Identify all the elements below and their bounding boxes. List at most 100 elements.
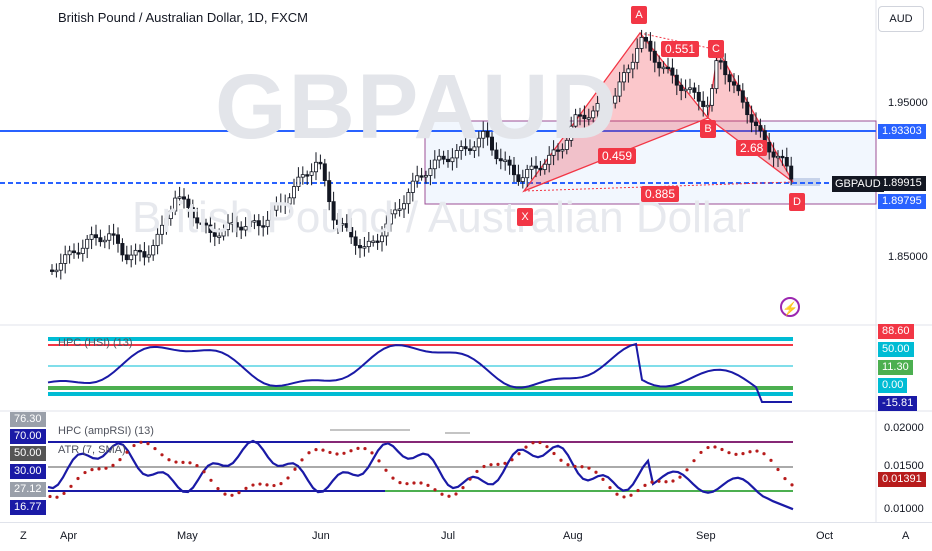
candle-body <box>630 61 635 70</box>
candle-body <box>679 84 684 91</box>
atr-dot <box>636 488 640 493</box>
atr-dot <box>608 485 612 490</box>
candle-body <box>349 227 354 238</box>
candle-body <box>384 223 389 237</box>
time-label: Oct <box>816 530 834 542</box>
candle-body <box>666 66 671 70</box>
atr-dot <box>300 458 304 462</box>
atr-dot <box>713 445 717 449</box>
pattern-point-d[interactable]: D <box>789 193 805 211</box>
hsi-line[interactable] <box>47 342 792 403</box>
candle-body <box>586 117 591 120</box>
atr-dot <box>657 479 661 483</box>
candle-body <box>428 168 433 176</box>
candle-body <box>168 210 173 220</box>
candle-body <box>688 87 693 90</box>
atr-dot <box>419 481 423 485</box>
candle-body <box>54 269 59 273</box>
hsi-tag: -15.81 <box>878 396 918 411</box>
atr-dot <box>510 458 514 462</box>
atr-title[interactable]: ATR (7, SMA) <box>58 444 126 456</box>
atr-dot <box>594 470 598 474</box>
amprsi-left-tag: 16.77 <box>10 500 46 515</box>
candle-body <box>564 139 569 150</box>
candle-body <box>529 165 534 170</box>
last-price-tag[interactable]: 1.89915 <box>878 176 926 191</box>
pattern-point-a[interactable]: A <box>631 6 647 24</box>
atr-dot <box>356 446 360 450</box>
candle-body <box>318 161 323 165</box>
candle-body <box>591 110 596 119</box>
candle-body <box>401 203 406 210</box>
atr-dot <box>118 458 122 462</box>
candle-body <box>225 222 230 231</box>
candle-body <box>283 202 288 206</box>
atr-dot <box>139 440 143 444</box>
candle-body <box>674 74 679 86</box>
candle-body <box>63 254 68 264</box>
pattern-point-x[interactable]: X <box>517 208 533 226</box>
atr-dot <box>377 459 381 463</box>
atr-dot <box>258 482 262 486</box>
atr-dot <box>405 482 409 486</box>
candle-body <box>489 136 494 151</box>
resistance-price-tag[interactable]: 1.93303 <box>878 124 926 139</box>
time-label: Jul <box>441 530 456 542</box>
candle-body <box>406 192 411 205</box>
atr-dot <box>349 449 353 453</box>
candle-body <box>124 254 129 261</box>
amprsi-left-tag: 30.00 <box>10 464 46 479</box>
ratio-xd: 0.885 <box>641 186 680 202</box>
atr-tick: 0.01500 <box>884 460 924 472</box>
candle-body <box>723 61 728 76</box>
pattern-point-b[interactable]: B <box>700 120 716 138</box>
candle-body <box>573 114 578 127</box>
atr-dot <box>426 483 430 487</box>
atr-dot <box>573 464 577 469</box>
pattern-xd-line <box>523 181 794 192</box>
atr-dot <box>48 494 52 499</box>
candle-body <box>476 137 481 148</box>
hsi-tag: 0.00 <box>878 378 908 393</box>
atr-dot <box>265 483 269 487</box>
candle-body <box>454 150 459 159</box>
candle-body <box>648 40 653 52</box>
z-button[interactable]: Z <box>20 530 27 542</box>
atr-dot <box>468 477 472 481</box>
candlestick-series[interactable] <box>50 29 794 280</box>
pattern-point-c[interactable]: C <box>708 40 724 58</box>
candle-body <box>331 201 336 221</box>
candle-body <box>265 219 270 228</box>
candle-body <box>274 203 279 211</box>
support-price-tag[interactable]: 1.89795 <box>878 194 926 209</box>
candle-body <box>133 249 138 256</box>
candle-body <box>622 72 627 83</box>
atr-dot <box>517 452 521 456</box>
atr-dot <box>678 475 682 479</box>
candle-body <box>164 218 169 226</box>
amprsi-line[interactable] <box>47 439 794 511</box>
currency-button[interactable]: AUD <box>878 6 924 32</box>
candle-body <box>261 225 266 228</box>
amprsi-title[interactable]: HPC (ampRSI) (13) <box>58 425 154 437</box>
candle-body <box>371 240 376 243</box>
hsi-title[interactable]: HPC (HSI) (13) <box>58 337 133 349</box>
candle-body <box>437 155 442 161</box>
candle-body <box>652 50 657 63</box>
auto-scale-button[interactable]: A <box>902 530 910 542</box>
candle-body <box>732 81 737 86</box>
candle-body <box>644 36 649 42</box>
candle-body <box>485 130 490 138</box>
atr-dot <box>342 451 346 455</box>
time-axis[interactable]: Z Apr May Jun Jul Aug Sep Oct A <box>0 522 932 551</box>
candle-body <box>661 66 666 70</box>
atr-dot <box>524 445 528 449</box>
candle-body <box>657 61 662 69</box>
candle-body <box>503 159 508 162</box>
symbol-price-tag: GBPAUD <box>832 176 884 192</box>
lightning-icon[interactable]: ⚡ <box>780 297 800 317</box>
atr-dot <box>461 486 465 490</box>
hsi-tag: 11.30 <box>878 360 913 375</box>
